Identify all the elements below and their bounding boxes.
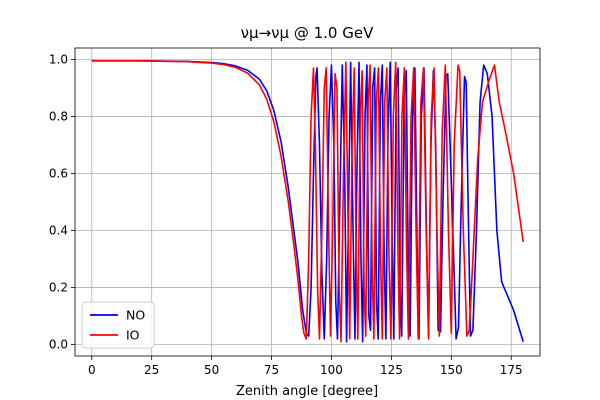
x-tick-label: 175: [500, 363, 523, 377]
x-tick-label: 75: [264, 363, 279, 377]
x-axis-label: Zenith angle [degree]: [236, 384, 378, 399]
ticks: 0 25 50 75 100 125 150 175 0.0 0.2 0.4 0.6 0.8 1.0: [49, 52, 523, 377]
x-tick-label: 25: [144, 363, 159, 377]
legend-label-no: NO: [126, 308, 145, 323]
y-tick-label: 0.8: [49, 109, 68, 123]
axes-frame: [74, 47, 541, 357]
y-tick-label: 0.4: [49, 224, 68, 238]
y-tick-label: 0.0: [49, 338, 68, 352]
plot-frame: [74, 47, 541, 357]
x-tick-label: 0: [88, 363, 96, 377]
legend: NO IO: [81, 301, 155, 349]
y-tick-label: 0.2: [49, 281, 68, 295]
series-line-no: [91, 60, 524, 343]
chart-title: νμ→νμ @ 1.0 GeV: [241, 24, 374, 42]
x-tick-label: 100: [320, 363, 343, 377]
series-layer: [91, 60, 525, 343]
y-tick-label: 1.0: [49, 52, 68, 66]
y-tick-label: 0.6: [49, 166, 68, 180]
legend-box: [81, 301, 155, 349]
series-line-io: [91, 60, 525, 343]
x-tick-label: 150: [440, 363, 463, 377]
x-tick-label: 125: [380, 363, 403, 377]
legend-label-io: IO: [126, 328, 140, 343]
x-tick-label: 50: [204, 363, 219, 377]
